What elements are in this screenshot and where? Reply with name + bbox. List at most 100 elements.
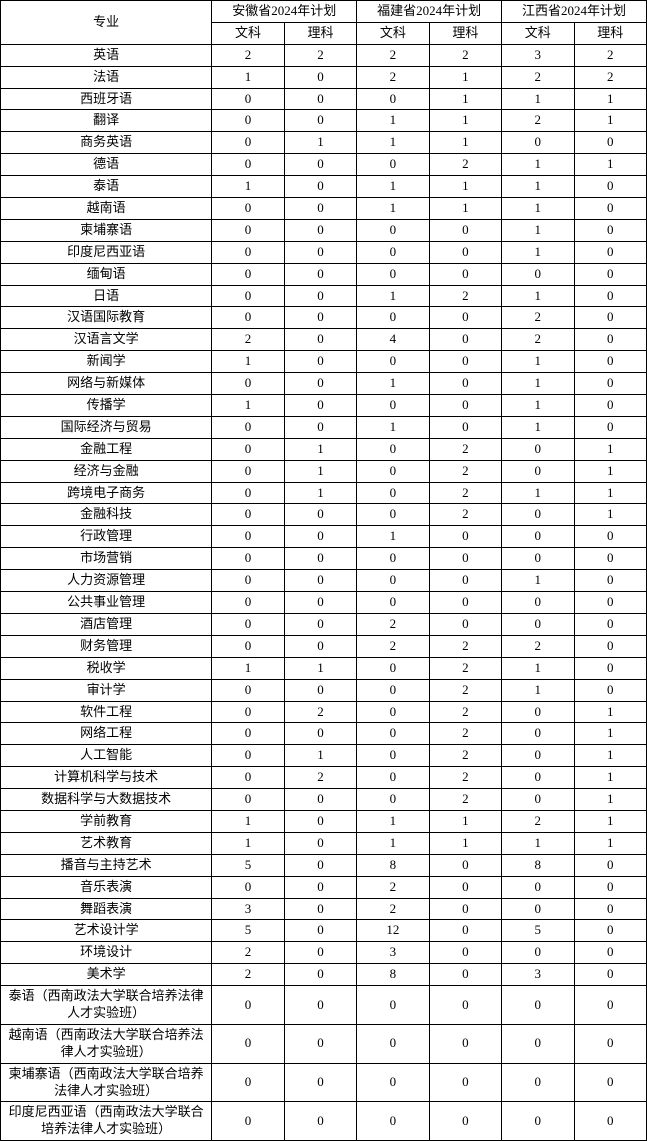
value-cell: 0 xyxy=(574,373,647,395)
value-cell: 1 xyxy=(429,88,501,110)
value-cell: 2 xyxy=(429,482,501,504)
major-cell: 印度尼西亚语 xyxy=(1,241,212,263)
value-cell: 0 xyxy=(212,154,284,176)
value-cell: 0 xyxy=(574,592,647,614)
major-cell: 汉语国际教育 xyxy=(1,307,212,329)
value-cell: 0 xyxy=(212,723,284,745)
value-cell: 0 xyxy=(574,329,647,351)
major-cell: 学前教育 xyxy=(1,810,212,832)
value-cell: 0 xyxy=(284,504,356,526)
value-cell: 3 xyxy=(502,964,574,986)
value-cell: 0 xyxy=(284,613,356,635)
value-cell: 0 xyxy=(574,351,647,373)
value-cell: 1 xyxy=(284,482,356,504)
value-cell: 1 xyxy=(502,176,574,198)
value-cell: 0 xyxy=(212,416,284,438)
table-row: 公共事业管理000000 xyxy=(1,592,647,614)
value-cell: 0 xyxy=(429,592,501,614)
value-cell: 0 xyxy=(212,460,284,482)
table-row: 传播学100010 xyxy=(1,395,647,417)
value-cell: 1 xyxy=(284,132,356,154)
value-cell: 1 xyxy=(502,373,574,395)
value-cell: 1 xyxy=(502,219,574,241)
value-cell: 2 xyxy=(502,329,574,351)
table-row: 泰语101110 xyxy=(1,176,647,198)
major-cell: 音乐表演 xyxy=(1,876,212,898)
value-cell: 1 xyxy=(284,745,356,767)
major-cell: 德语 xyxy=(1,154,212,176)
value-cell: 0 xyxy=(357,241,429,263)
value-cell: 1 xyxy=(502,570,574,592)
major-cell: 泰语 xyxy=(1,176,212,198)
value-cell: 0 xyxy=(574,219,647,241)
table-row: 汉语国际教育000020 xyxy=(1,307,647,329)
major-cell: 网络与新媒体 xyxy=(1,373,212,395)
value-cell: 1 xyxy=(574,810,647,832)
header-sub-1-1: 理科 xyxy=(429,22,501,44)
value-cell: 0 xyxy=(284,679,356,701)
value-cell: 0 xyxy=(284,285,356,307)
value-cell: 1 xyxy=(357,285,429,307)
table-body: 英语222232法语102122西班牙语000111翻译001121商务英语01… xyxy=(1,44,647,1140)
value-cell: 1 xyxy=(429,832,501,854)
value-cell: 2 xyxy=(502,110,574,132)
table-row: 汉语言文学204020 xyxy=(1,329,647,351)
major-cell: 汉语言文学 xyxy=(1,329,212,351)
value-cell: 0 xyxy=(357,438,429,460)
value-cell: 1 xyxy=(574,438,647,460)
value-cell: 0 xyxy=(429,964,501,986)
value-cell: 0 xyxy=(429,263,501,285)
value-cell: 0 xyxy=(212,88,284,110)
value-cell: 1 xyxy=(212,176,284,198)
major-cell: 经济与金融 xyxy=(1,460,212,482)
value-cell: 1 xyxy=(574,767,647,789)
value-cell: 0 xyxy=(212,1024,284,1063)
value-cell: 1 xyxy=(357,373,429,395)
table-row: 金融工程010201 xyxy=(1,438,647,460)
value-cell: 0 xyxy=(357,263,429,285)
value-cell: 2 xyxy=(357,635,429,657)
table-row: 商务英语011100 xyxy=(1,132,647,154)
value-cell: 0 xyxy=(429,942,501,964)
value-cell: 0 xyxy=(574,395,647,417)
value-cell: 0 xyxy=(284,219,356,241)
value-cell: 3 xyxy=(212,898,284,920)
major-cell: 计算机科学与技术 xyxy=(1,767,212,789)
value-cell: 0 xyxy=(574,854,647,876)
value-cell: 0 xyxy=(574,657,647,679)
value-cell: 0 xyxy=(357,395,429,417)
table-row: 软件工程020201 xyxy=(1,701,647,723)
table-row: 人工智能010201 xyxy=(1,745,647,767)
value-cell: 1 xyxy=(502,416,574,438)
value-cell: 0 xyxy=(502,1102,574,1141)
value-cell: 1 xyxy=(502,154,574,176)
value-cell: 0 xyxy=(284,373,356,395)
header-province-1: 福建省2024年计划 xyxy=(357,1,502,23)
major-cell: 税收学 xyxy=(1,657,212,679)
value-cell: 2 xyxy=(574,66,647,88)
value-cell: 0 xyxy=(429,854,501,876)
value-cell: 0 xyxy=(574,198,647,220)
table-row: 越南语（西南政法大学联合培养法律人才实验班）000000 xyxy=(1,1024,647,1063)
value-cell: 1 xyxy=(574,832,647,854)
major-cell: 传播学 xyxy=(1,395,212,417)
value-cell: 0 xyxy=(502,986,574,1025)
value-cell: 2 xyxy=(212,942,284,964)
value-cell: 2 xyxy=(502,810,574,832)
value-cell: 0 xyxy=(212,110,284,132)
value-cell: 1 xyxy=(212,395,284,417)
value-cell: 12 xyxy=(357,920,429,942)
value-cell: 0 xyxy=(212,679,284,701)
value-cell: 0 xyxy=(357,723,429,745)
header-sub-0-1: 理科 xyxy=(284,22,356,44)
value-cell: 1 xyxy=(212,810,284,832)
value-cell: 2 xyxy=(212,329,284,351)
value-cell: 0 xyxy=(574,548,647,570)
value-cell: 0 xyxy=(212,635,284,657)
value-cell: 1 xyxy=(357,132,429,154)
table-row: 金融科技000201 xyxy=(1,504,647,526)
value-cell: 1 xyxy=(502,285,574,307)
value-cell: 0 xyxy=(212,613,284,635)
value-cell: 1 xyxy=(502,657,574,679)
table-row: 财务管理002220 xyxy=(1,635,647,657)
